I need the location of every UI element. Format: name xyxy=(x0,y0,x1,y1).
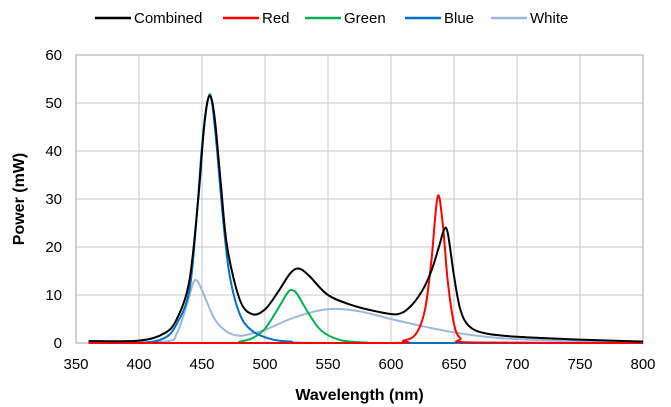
x-tick-label: 500 xyxy=(252,356,277,373)
x-tick-label: 750 xyxy=(567,356,592,373)
series-line-green xyxy=(88,288,643,345)
y-tick-label: 10 xyxy=(45,287,62,304)
legend-label-white: White xyxy=(530,10,568,27)
legend-label-red: Red xyxy=(262,10,290,27)
series-line-combined xyxy=(88,94,644,343)
x-tick-label: 700 xyxy=(504,356,529,373)
y-tick-label: 0 xyxy=(54,335,62,352)
legend: Combined Red Green Blue White xyxy=(95,10,568,27)
legend-label-green: Green xyxy=(344,10,386,27)
x-tick-label: 450 xyxy=(189,356,214,373)
x-tick-label: 350 xyxy=(63,356,88,373)
y-tick-label: 20 xyxy=(45,239,62,256)
y-tick-label: 50 xyxy=(45,95,62,112)
x-axis-title: Wavelength (nm) xyxy=(295,387,423,404)
series-line-blue xyxy=(88,93,643,345)
x-tick-label: 600 xyxy=(378,356,403,373)
y-tick-label: 40 xyxy=(45,143,62,160)
y-axis-ticks: 0 10 20 30 40 50 60 xyxy=(45,47,62,352)
x-tick-label: 650 xyxy=(441,356,466,373)
x-axis-ticks: 350 400 450 500 550 600 650 700 750 800 xyxy=(63,356,655,373)
series-lines xyxy=(88,93,644,345)
legend-label-combined: Combined xyxy=(134,10,202,27)
series-line-red xyxy=(88,194,644,345)
x-tick-label: 400 xyxy=(126,356,151,373)
x-tick-label: 800 xyxy=(630,356,655,373)
legend-label-blue: Blue xyxy=(444,10,474,27)
y-tick-label: 30 xyxy=(45,191,62,208)
y-axis-title: Power (mW) xyxy=(11,153,28,245)
y-tick-label: 60 xyxy=(45,47,62,64)
grid xyxy=(75,54,644,344)
x-tick-label: 550 xyxy=(315,356,340,373)
